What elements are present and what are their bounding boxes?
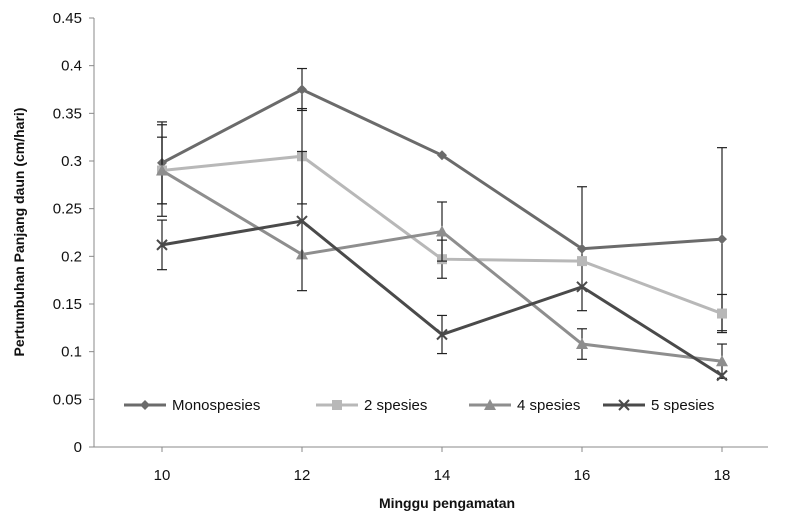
data-point	[297, 84, 307, 95]
legend-swatch-marker	[140, 400, 150, 410]
legend-label: 2 spesies	[364, 397, 427, 414]
y-tick-label: 0.1	[61, 344, 82, 361]
x-axis: 10 12 14 16 18	[94, 446, 768, 484]
y-tick-label: 0.4	[61, 58, 82, 75]
data-point	[717, 308, 727, 319]
data-point	[437, 150, 447, 161]
series-4-spesies	[156, 136, 728, 379]
legend-item-2-spesies: 2 spesies	[316, 397, 427, 414]
legend-swatch-marker	[332, 400, 342, 410]
x-marker-stroke	[716, 369, 728, 382]
x-tick-label: 18	[714, 467, 731, 484]
y-tick-label: 0	[74, 439, 82, 456]
data-point	[716, 369, 728, 382]
data-point	[296, 215, 308, 227]
data-point	[156, 239, 168, 251]
legend-label: Monospesies	[172, 397, 260, 414]
y-tick-label: 0.05	[53, 391, 82, 408]
series-5-spesies	[156, 150, 728, 382]
x-marker-stroke	[436, 328, 448, 341]
x-tick-label: 12	[294, 467, 311, 484]
series-monospesies	[157, 67, 727, 332]
legend: Monospesies 2 spesies 4 spesies 5 spesies	[124, 397, 714, 414]
data-point	[577, 256, 587, 267]
legend-swatch-marker	[618, 399, 630, 411]
y-axis-title: Pertumbuhan Panjang daun (cm/hari)	[11, 108, 27, 357]
x-tick-label: 14	[434, 467, 451, 484]
y-tick-label: 0.3	[61, 153, 82, 170]
data-point	[576, 281, 588, 293]
y-axis: 0 0.05 0.1 0.15 0.2 0.25 0.3 0.35 0.4 0.45	[53, 10, 95, 456]
x-marker-stroke	[618, 399, 630, 411]
x-marker-stroke	[576, 281, 588, 293]
x-tick-label: 10	[154, 467, 171, 484]
legend-label: 5 spesies	[651, 397, 714, 414]
legend-swatch-marker	[484, 399, 496, 410]
legend-item-5-spesies: 5 spesies	[603, 397, 714, 414]
x-tick-label: 16	[574, 467, 591, 484]
y-tick-label: 0.35	[53, 105, 82, 122]
data-point	[577, 243, 587, 254]
y-tick-label: 0.15	[53, 296, 82, 313]
data-point	[436, 225, 448, 237]
data-point	[716, 355, 728, 367]
legend-label: 4 spesies	[517, 397, 580, 414]
data-point	[717, 234, 727, 245]
y-tick-label: 0.25	[53, 201, 82, 218]
y-tick-label: 0.45	[53, 10, 82, 27]
legend-item-monospesies: Monospesies	[124, 397, 260, 414]
x-marker-stroke	[156, 239, 168, 251]
data-point	[156, 164, 168, 176]
legend-item-4-spesies: 4 spesies	[469, 397, 580, 414]
x-marker-stroke	[296, 215, 308, 227]
series-layer	[156, 67, 728, 382]
data-point	[576, 338, 588, 350]
y-tick-label: 0.2	[61, 248, 82, 265]
x-axis-title: Minggu pengamatan	[379, 495, 515, 511]
data-point	[436, 328, 448, 341]
